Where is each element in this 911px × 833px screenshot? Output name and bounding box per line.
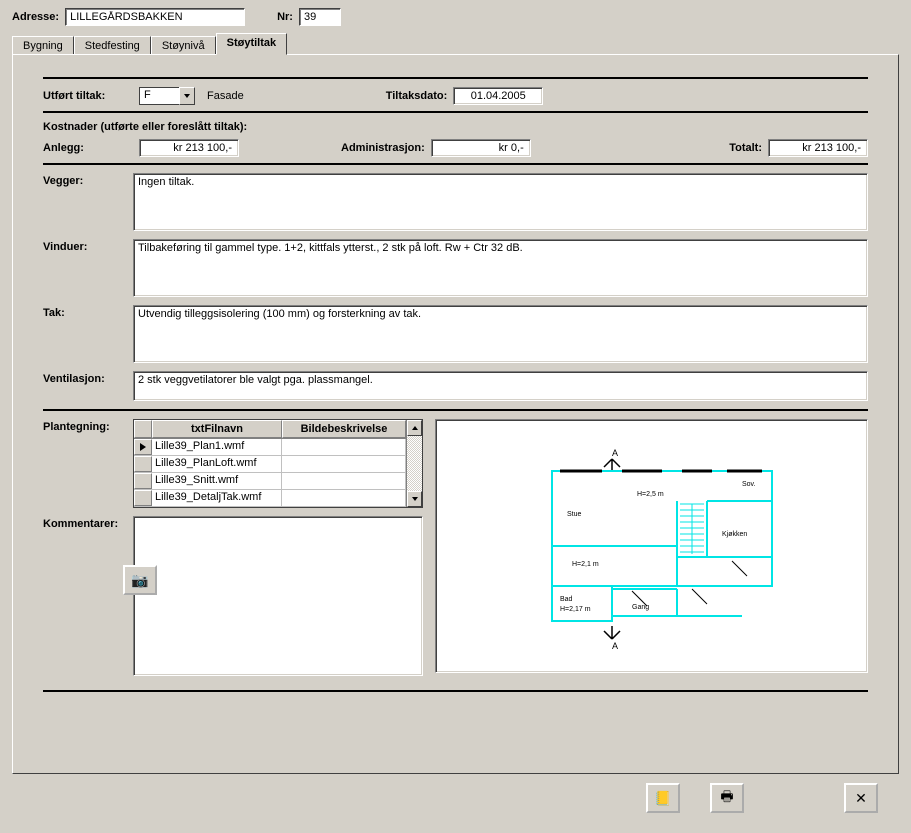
kostnader-header: Kostnader (utførte eller foreslått tilta… [43, 121, 868, 133]
tab-bygning[interactable]: Bygning [12, 36, 74, 55]
tiltaksdato-label: Tiltaksdato: [386, 90, 448, 102]
svg-text:H=2,5 m: H=2,5 m [637, 491, 664, 498]
address-label: Adresse: [12, 11, 59, 23]
row-selector[interactable] [134, 473, 152, 489]
grid-col-filnavn[interactable]: txtFilnavn [152, 420, 282, 438]
tak-text[interactable]: Utvendig tilleggsisolering (100 mm) og f… [133, 305, 868, 363]
vegger-label: Vegger: [43, 173, 133, 187]
grid-scrollbar[interactable] [406, 420, 422, 507]
divider [43, 409, 868, 411]
plantegning-grid[interactable]: txtFilnavn Bildebeskrivelse Lille39_Plan… [133, 419, 423, 508]
admin-value: kr 0,- [431, 139, 531, 157]
tab-strip: Bygning Stedfesting Støynivå Støytiltak [12, 32, 899, 54]
nr-input[interactable] [299, 8, 341, 26]
cell-desc [282, 439, 406, 455]
total-label: Totalt: [729, 142, 762, 154]
print-button[interactable]: 🖶 [710, 783, 744, 813]
ventilasjon-text[interactable]: 2 stk veggvetilatorer ble valgt pga. pla… [133, 371, 868, 401]
table-row[interactable]: Lille39_Snitt.wmf [134, 473, 406, 490]
tiltaksdato-value: 01.04.2005 [453, 87, 543, 105]
notebook-icon: 📒 [654, 790, 671, 807]
row-selector[interactable] [134, 456, 152, 472]
utfort-dropdown[interactable]: F [139, 87, 195, 105]
divider [43, 163, 868, 165]
table-row[interactable]: Lille39_DetaljTak.wmf [134, 490, 406, 507]
row-selector[interactable] [134, 490, 152, 506]
notebook-button[interactable]: 📒 [646, 783, 680, 813]
svg-text:Stue: Stue [567, 511, 582, 518]
tab-panel: Utført tiltak: F Fasade Tiltaksdato: 01.… [12, 54, 899, 774]
close-icon: ✕ [855, 790, 867, 807]
chevron-down-icon[interactable] [179, 87, 195, 105]
kommentarer-label: Kommentarer: [43, 516, 133, 676]
floorplan-preview: A [435, 419, 868, 673]
camera-icon: 📷 [131, 572, 148, 589]
svg-text:Bad: Bad [560, 596, 573, 603]
plantegning-label: Plantegning: [43, 419, 133, 508]
vegger-text[interactable]: Ingen tiltak. [133, 173, 868, 231]
tab-stoytiltak[interactable]: Støytiltak [216, 33, 288, 55]
ventilasjon-label: Ventilasjon: [43, 371, 133, 385]
svg-text:Sov.: Sov. [742, 481, 756, 488]
close-button[interactable]: ✕ [844, 783, 878, 813]
cell-desc [282, 490, 406, 506]
nr-label: Nr: [277, 11, 293, 23]
address-input[interactable] [65, 8, 245, 26]
scroll-up-icon[interactable] [407, 420, 422, 436]
divider [43, 690, 868, 692]
svg-text:H=2,1 m: H=2,1 m [572, 561, 599, 568]
tab-stedfesting[interactable]: Stedfesting [74, 36, 151, 55]
scroll-track[interactable] [407, 436, 422, 491]
total-value: kr 213 100,- [768, 139, 868, 157]
svg-text:Gang: Gang [632, 604, 649, 611]
utfort-label: Utført tiltak: [43, 90, 133, 102]
kommentarer-text[interactable] [133, 516, 423, 676]
row-selector-icon[interactable] [134, 439, 152, 455]
grid-corner [134, 420, 152, 438]
divider [43, 111, 868, 113]
cell-desc [282, 456, 406, 472]
tab-stoyniva[interactable]: Støynivå [151, 36, 216, 55]
table-row[interactable]: Lille39_PlanLoft.wmf [134, 456, 406, 473]
cell-file: Lille39_Plan1.wmf [152, 439, 282, 455]
grid-col-beskrivelse[interactable]: Bildebeskrivelse [282, 420, 406, 438]
table-row[interactable]: Lille39_Plan1.wmf [134, 439, 406, 456]
utfort-code: F [139, 87, 179, 105]
camera-button[interactable]: 📷 [123, 565, 157, 595]
tak-label: Tak: [43, 305, 133, 319]
scroll-down-icon[interactable] [407, 491, 422, 507]
vinduer-label: Vinduer: [43, 239, 133, 253]
cell-file: Lille39_Snitt.wmf [152, 473, 282, 489]
anlegg-value: kr 213 100,- [139, 139, 239, 157]
print-icon: 🖶 [720, 786, 733, 810]
admin-label: Administrasjon: [341, 142, 425, 154]
vinduer-text[interactable]: Tilbakeføring til gammel type. 1+2, kitt… [133, 239, 868, 297]
cell-desc [282, 473, 406, 489]
svg-text:H=2,17 m: H=2,17 m [560, 606, 591, 613]
anlegg-label: Anlegg: [43, 142, 133, 154]
divider [43, 77, 868, 79]
cell-file: Lille39_PlanLoft.wmf [152, 456, 282, 472]
cell-file: Lille39_DetaljTak.wmf [152, 490, 282, 506]
svg-text:A: A [612, 448, 618, 458]
floorplan-svg: A [512, 441, 792, 651]
utfort-code-text: Fasade [207, 90, 244, 102]
svg-text:A: A [612, 641, 618, 651]
svg-text:Kjøkken: Kjøkken [722, 531, 747, 538]
